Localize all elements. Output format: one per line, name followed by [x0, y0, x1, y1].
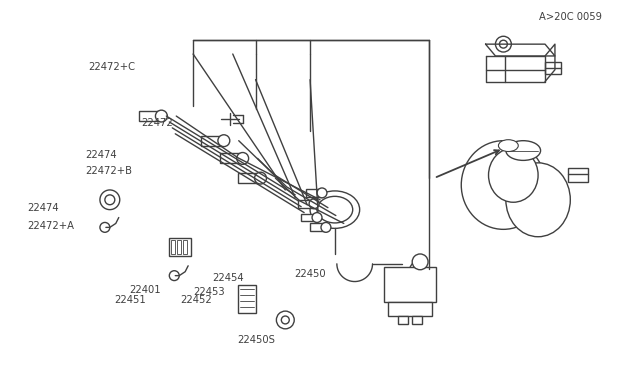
Circle shape — [105, 195, 115, 205]
Circle shape — [317, 188, 327, 198]
Bar — [172, 240, 175, 254]
Circle shape — [100, 190, 120, 210]
Bar — [237, 173, 260, 183]
Text: 22474: 22474 — [85, 150, 117, 160]
Bar — [237, 285, 255, 313]
Text: 22472+A: 22472+A — [27, 221, 74, 231]
Text: 22454: 22454 — [212, 273, 244, 283]
Circle shape — [499, 40, 508, 48]
Ellipse shape — [488, 148, 538, 202]
Ellipse shape — [310, 191, 360, 228]
Text: 22472+C: 22472+C — [88, 62, 136, 72]
Text: 22472: 22472 — [141, 118, 173, 128]
Text: 22401: 22401 — [130, 285, 161, 295]
Ellipse shape — [506, 163, 570, 237]
Circle shape — [412, 254, 428, 270]
Circle shape — [312, 212, 322, 222]
Text: 22472+B: 22472+B — [85, 166, 132, 176]
Ellipse shape — [506, 141, 541, 160]
Bar — [306, 189, 322, 197]
Bar — [177, 240, 181, 254]
Circle shape — [276, 311, 294, 329]
Circle shape — [100, 222, 110, 232]
Bar — [201, 136, 223, 145]
Text: 22450: 22450 — [294, 269, 326, 279]
Circle shape — [495, 36, 511, 52]
Circle shape — [156, 110, 167, 122]
Circle shape — [170, 271, 179, 280]
Bar — [568, 168, 588, 182]
Circle shape — [237, 153, 248, 164]
Text: 22450S: 22450S — [237, 335, 275, 345]
Bar — [220, 154, 242, 163]
Circle shape — [282, 316, 289, 324]
Bar — [170, 238, 191, 256]
Ellipse shape — [499, 140, 518, 151]
Text: 22453: 22453 — [193, 287, 225, 297]
Bar — [301, 214, 317, 221]
Text: 22452: 22452 — [180, 295, 212, 305]
Text: A>20C 0059: A>20C 0059 — [539, 12, 602, 22]
Bar — [139, 111, 161, 121]
Bar — [398, 316, 408, 324]
Text: 22474: 22474 — [27, 203, 58, 213]
Circle shape — [218, 135, 230, 147]
Ellipse shape — [461, 141, 545, 230]
Bar — [298, 200, 314, 208]
Bar — [388, 302, 432, 316]
Bar — [545, 62, 561, 74]
Text: 22451: 22451 — [114, 295, 145, 305]
Ellipse shape — [317, 196, 353, 223]
Bar — [385, 267, 436, 302]
Bar — [412, 316, 422, 324]
Circle shape — [321, 222, 331, 232]
Bar — [310, 224, 326, 231]
Circle shape — [309, 199, 319, 209]
Bar — [183, 240, 187, 254]
Circle shape — [255, 172, 266, 184]
